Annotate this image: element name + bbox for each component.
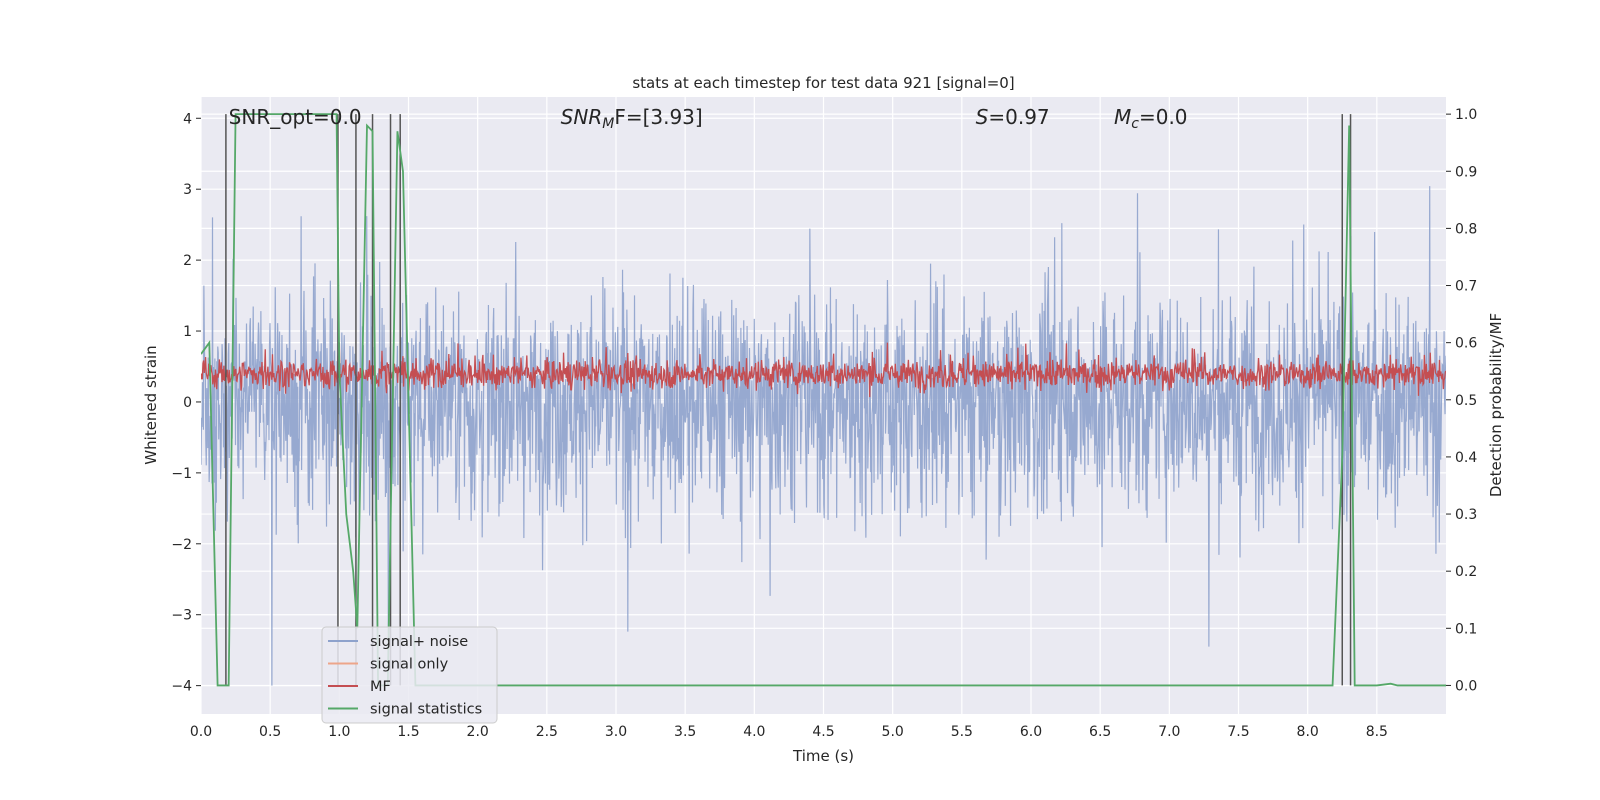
x-tick-label: 0.5 [259,724,281,740]
annotation-text: SNRMF=[3.93] [561,105,703,132]
y-axis-title-right: Detection probability/MF [1487,313,1505,497]
annotation-value: F=[3.93] [614,105,702,129]
annotation-text: S=0.97 [976,105,1050,129]
annotation-value: =0.0 [1139,105,1188,129]
y-tick-label-left: −1 [171,466,192,482]
x-tick-label: 7.0 [1158,724,1180,740]
legend-label: MF [370,679,391,695]
annotation-text: SNR_opt=0.0 [229,105,362,129]
y-tick-label-right: 0.8 [1455,221,1477,237]
y-tick-label-right: 0.1 [1455,621,1477,637]
annotation-subscript: c [1131,116,1139,132]
y-tick-label-left: −2 [171,537,192,553]
x-tick-label: 1.5 [397,724,419,740]
annotations: SNR_opt=0.0 SNRMF=[3.93] S=0.97 Mc=0.0 [229,105,1188,132]
y-tick-label-right: 0.2 [1455,564,1477,580]
legend: signal+ noise signal only MF signal statist… [321,626,498,724]
legend-label: signal only [370,657,449,673]
x-tick-label: 4.0 [743,724,765,740]
annotation-symbol: SNR [561,105,603,129]
axes: 0.0 0.5 1.0 1.5 2.0 2.5 3.0 3.5 4.0 4.5 5.0 5.5 6.0 6… [171,107,1477,740]
y-tick-label-right: 0.9 [1455,164,1477,180]
y-tick-label-left: 4 [183,111,192,127]
x-tick-label: 0.0 [190,724,212,740]
x-tick-label: 5.5 [951,724,973,740]
y-tick-label-left: −4 [171,679,192,695]
y-tick-label-right: 0.6 [1455,336,1477,352]
legend-label: signal+ noise [370,634,468,650]
x-tick-label: 3.5 [674,724,696,740]
annotation-symbol: S [976,105,989,129]
x-axis-title: Time (s) [792,747,854,765]
y-tick-label-left: 3 [183,182,192,198]
series-signal-statistics-line [201,113,1446,687]
annotation-symbol: M [1114,105,1131,129]
y-tick-label-right: 0.7 [1455,279,1477,295]
x-tick-label: 4.5 [812,724,834,740]
legend-label: signal statistics [370,702,482,718]
x-tick-label: 7.5 [1227,724,1249,740]
x-tick-label: 6.5 [1089,724,1111,740]
x-tick-label: 8.0 [1297,724,1319,740]
series-signal-noise-line [201,186,1446,686]
y-tick-label-left: 2 [183,253,192,269]
x-tick-label: 1.0 [328,724,350,740]
x-tick-label: 2.5 [536,724,558,740]
y-tick-label-right: 0.0 [1455,678,1477,694]
y-tick-label-right: 0.5 [1455,393,1477,409]
annotation-subscript: M [602,116,614,132]
y-tick-label-left: 1 [183,324,192,340]
y-tick-label-right: 0.3 [1455,507,1477,523]
y-tick-label-right: 0.4 [1455,450,1477,466]
plot-area [201,113,1446,687]
x-tick-label: 3.0 [605,724,627,740]
y-axis-title-left: Whitened strain [142,345,160,464]
y-tick-label-left: −3 [171,608,192,624]
x-tick-label: 5.0 [882,724,904,740]
chart-title: stats at each timestep for test data 921… [632,74,1014,92]
y-tick-label-left: 0 [183,395,192,411]
x-tick-label: 8.5 [1366,724,1388,740]
annotation-text: Mc=0.0 [1114,105,1188,132]
x-tick-label: 6.0 [1020,724,1042,740]
x-tick-label: 2.0 [467,724,489,740]
y-tick-label-right: 1.0 [1455,107,1477,123]
annotation-value: =0.97 [988,105,1049,129]
legend-box [321,626,498,724]
